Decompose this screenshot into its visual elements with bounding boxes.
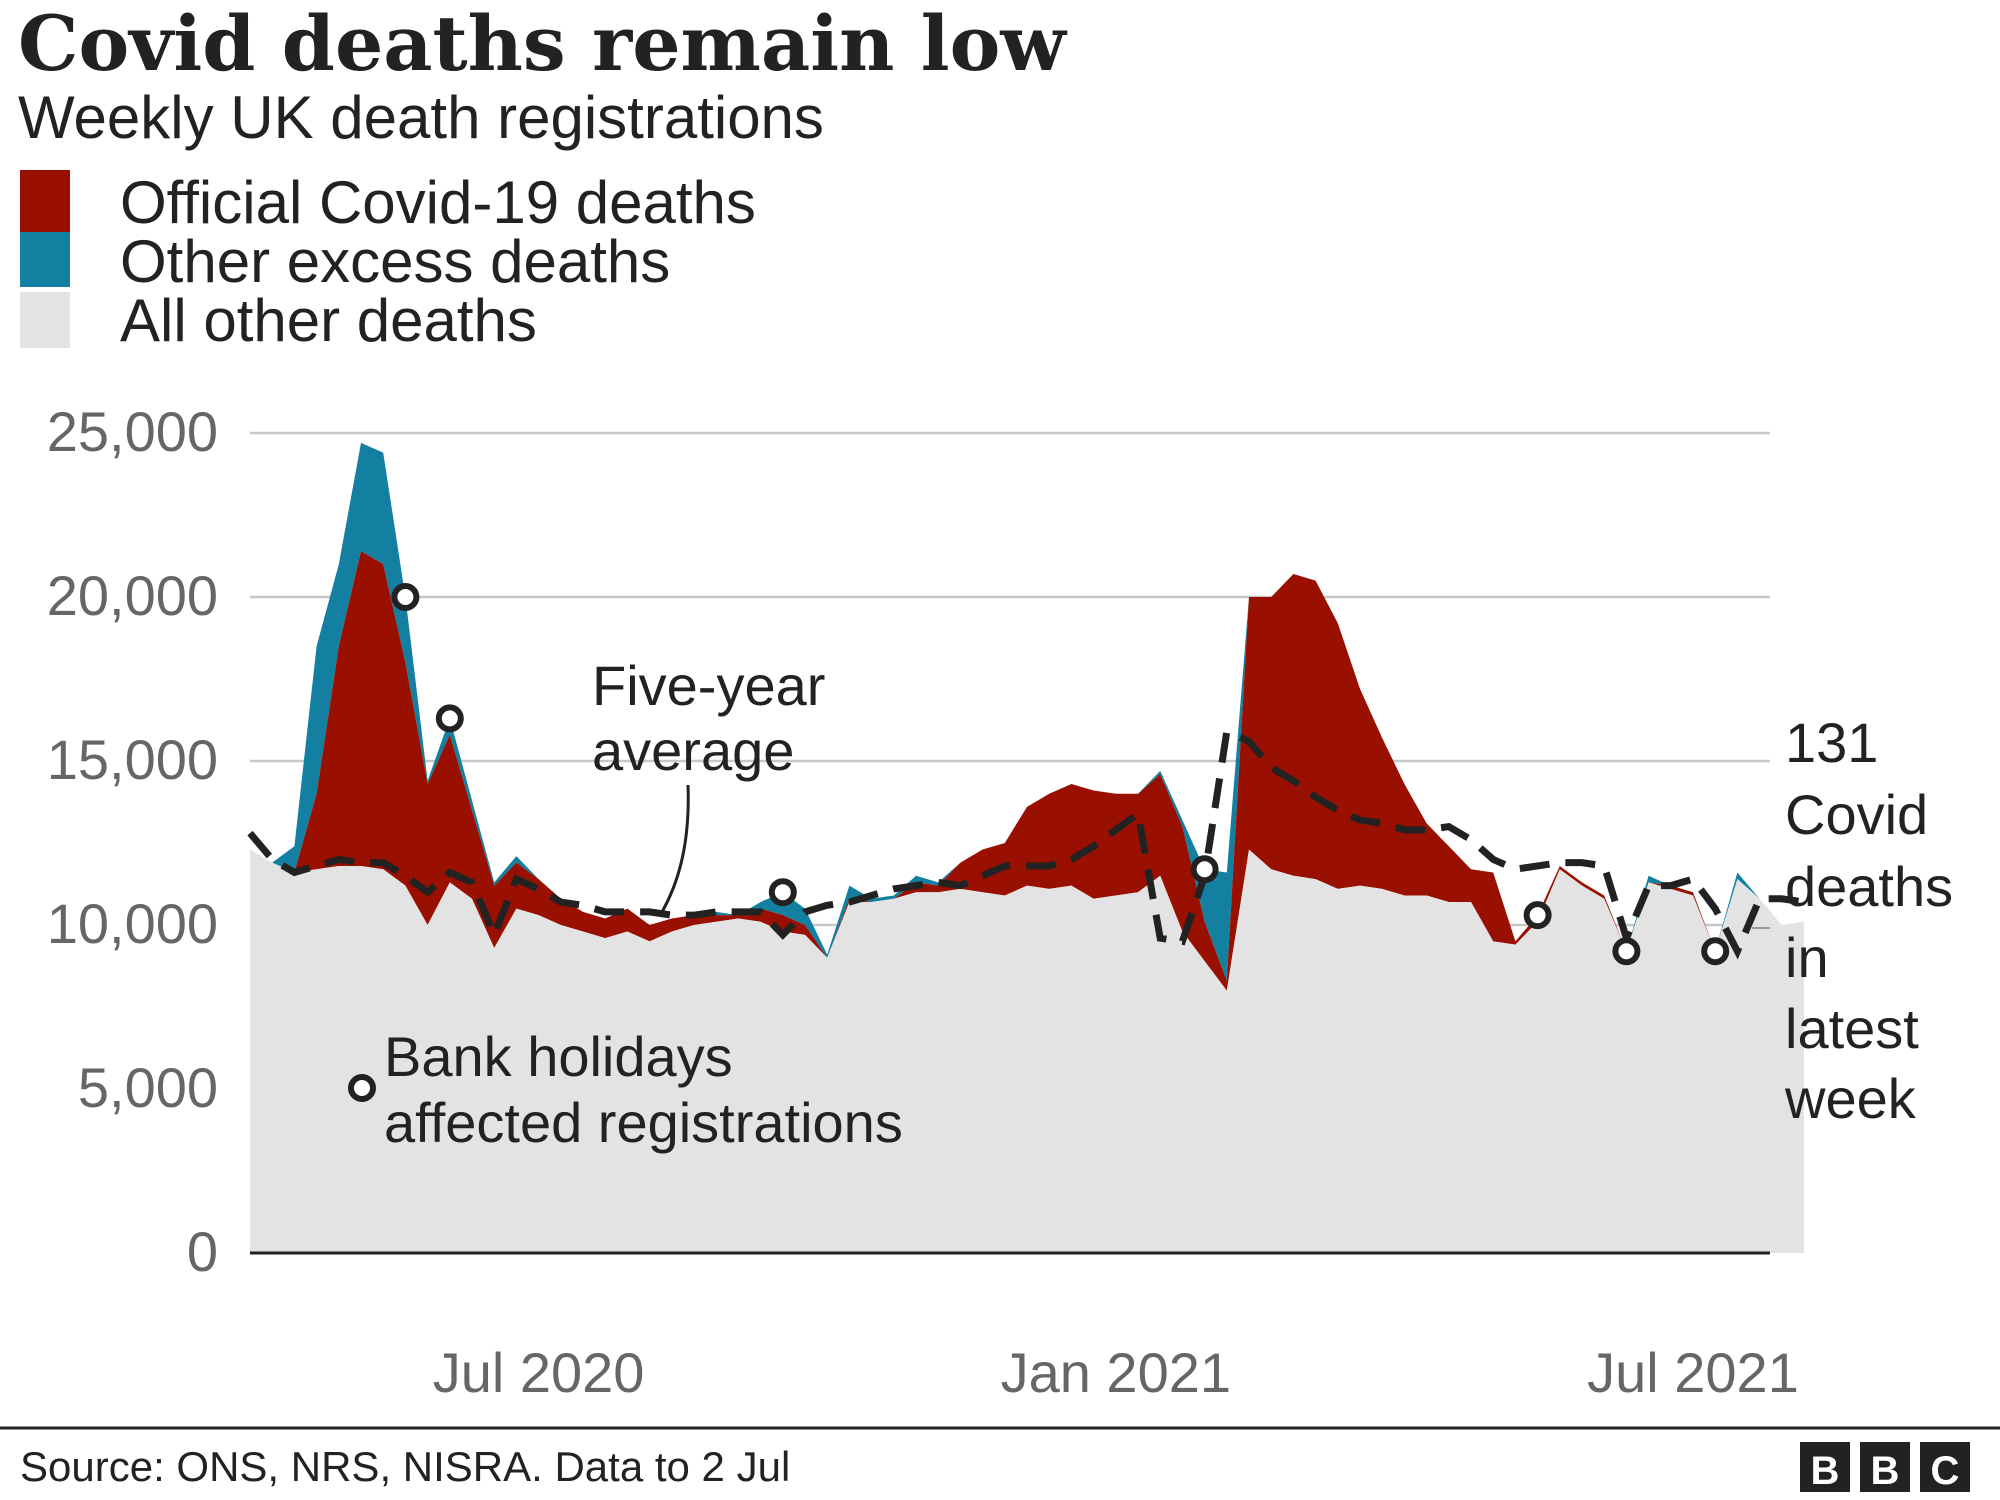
bank-holiday-legend-marker [348,1074,376,1102]
bank-holiday-marker [1612,937,1641,966]
bbc-logo-letter-3: C [1931,1449,1960,1493]
five-year-average-line [247,726,1805,960]
bbc-logo-letter-1: B [1811,1449,1840,1493]
area-all-other-deaths [250,849,1804,1253]
latest-line2: Covid [1785,783,1928,846]
legend: Official Covid-19 deaths Other excess de… [20,169,756,354]
legend-swatch-all-other [20,292,70,348]
bank-holiday-marker [1190,855,1219,884]
bbc-logo-block-1 [1800,1442,1850,1492]
latest-line6: week [1784,1067,1917,1130]
x-axis-ticks: Jul 2020 Jan 2021 Jul 2021 [433,1341,1799,1404]
five-year-average-path [247,726,1805,960]
bbc-logo-letter-2: B [1871,1449,1900,1493]
bank-holiday-marker [768,878,797,907]
y-tick-label: 15,000 [47,728,218,791]
legend-label-covid: Official Covid-19 deaths [120,169,756,236]
latest-line4: in [1785,926,1829,989]
y-tick-label: 25,000 [47,400,218,463]
bank-holiday-label-line2: affected registrations [384,1091,903,1154]
bbc-logo-block-3 [1920,1442,1970,1492]
chart-title: Covid deaths remain low [18,0,1067,88]
bank-holiday-label-line1: Bank holidays [384,1025,733,1088]
latest-week-annotation: 131 Covid deaths in latest week [1752,711,1953,1130]
chart-subtitle: Weekly UK death registrations [18,84,824,151]
y-tick-label: 20,000 [47,564,218,627]
bank-holiday-markers [391,583,1730,966]
y-tick-label: 0 [187,1220,218,1283]
x-tick-label: Jul 2021 [1587,1341,1799,1404]
area-covid-deaths [250,551,1804,991]
legend-swatch-other-excess [20,232,70,287]
bbc-logo: B B C [1800,1442,1970,1493]
five-year-label-line1: Five-year [592,654,825,717]
source-note: Source: ONS, NRS, NISRA. Data to 2 Jul [20,1443,790,1490]
latest-line1: 131 [1785,711,1878,774]
legend-swatch-covid [20,170,70,232]
x-tick-label: Jan 2021 [1001,1341,1231,1404]
y-tick-label: 10,000 [47,892,218,955]
five-year-average-annotation: Five-year average [592,654,825,913]
legend-label-all-other: All other deaths [120,287,537,354]
stacked-areas [250,442,1804,1253]
y-tick-label: 5,000 [78,1056,218,1119]
y-axis-ticks: 0 5,000 10,000 15,000 20,000 25,000 [47,400,218,1283]
bank-holiday-marker [1523,901,1552,930]
bank-holiday-annotation: Bank holidays affected registrations [348,1025,903,1154]
x-tick-label: Jul 2020 [433,1341,645,1404]
bbc-logo-block-2 [1860,1442,1910,1492]
five-year-pointer [660,784,690,913]
bank-holiday-marker [1701,937,1730,966]
bank-holiday-marker [391,583,420,611]
bank-holiday-marker [435,704,464,733]
five-year-label-line2: average [592,719,794,782]
legend-label-other-excess: Other excess deaths [120,228,670,295]
latest-line5: latest [1785,997,1919,1060]
latest-line3: deaths [1785,855,1953,918]
